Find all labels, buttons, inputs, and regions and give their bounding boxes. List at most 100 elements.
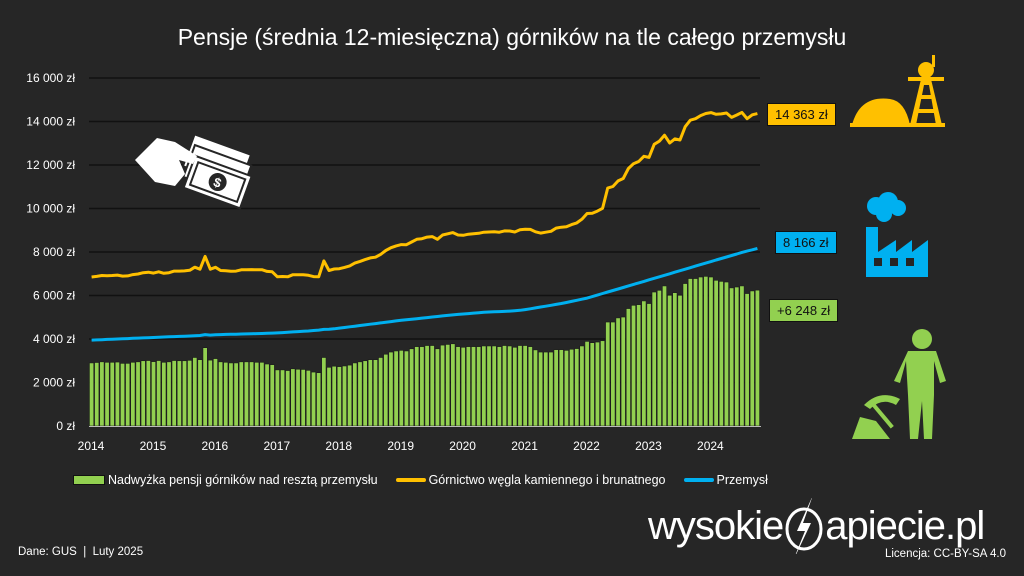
surplus-bar xyxy=(145,360,151,427)
surplus-bar xyxy=(403,350,409,427)
surplus-bar xyxy=(233,362,239,427)
data-source: Dane: GUS | Luty 2025 xyxy=(18,546,144,558)
x-tick-label: 2016 xyxy=(202,439,229,453)
y-tick-label: 14 000 zł xyxy=(26,115,75,129)
surplus-bar xyxy=(677,294,683,427)
surplus-bar xyxy=(316,372,322,427)
surplus-bar xyxy=(651,291,657,427)
x-tick-label: 2021 xyxy=(511,439,538,453)
surplus-bar xyxy=(455,346,461,427)
surplus-bar xyxy=(429,345,435,427)
surplus-bar xyxy=(574,348,580,427)
y-tick-label: 8 000 zł xyxy=(33,245,75,259)
surplus-bar xyxy=(532,349,538,427)
surplus-bar xyxy=(620,316,626,427)
surplus-bar xyxy=(362,360,368,427)
surplus-bar xyxy=(130,361,136,427)
chart-title: Pensje (średnia 12-miesięczna) górników … xyxy=(177,24,847,50)
surplus-bar xyxy=(269,364,275,427)
x-tick-label: 2023 xyxy=(635,439,662,453)
surplus-bar xyxy=(331,365,337,427)
x-tick-label: 2020 xyxy=(449,439,476,453)
legend-label-mining: Górnictwo węgla kamiennego i brunatnego xyxy=(428,473,666,487)
y-tick-label: 16 000 zł xyxy=(26,71,75,85)
surplus-bar xyxy=(254,361,260,427)
surplus-bar xyxy=(548,351,554,427)
industry-line xyxy=(91,246,758,342)
legend-swatch-surplus xyxy=(73,475,105,485)
surplus-bar xyxy=(125,363,131,427)
logo: wysokie apiecie.pl xyxy=(648,498,985,554)
surplus-bar xyxy=(156,360,162,427)
money-hand-icon: $ xyxy=(135,133,253,210)
logo-text-right: apiecie.pl xyxy=(825,503,985,548)
surplus-bar xyxy=(465,346,471,427)
surplus-bar xyxy=(512,346,518,427)
surplus-bar xyxy=(300,369,306,427)
x-tick-label: 2019 xyxy=(387,439,414,453)
y-tick-label: 12 000 zł xyxy=(26,158,75,172)
surplus-bar xyxy=(460,346,466,427)
legend-swatch-industry xyxy=(683,478,714,482)
surplus-bar xyxy=(507,345,513,427)
surplus-bar xyxy=(496,346,502,427)
surplus-bars xyxy=(89,276,760,427)
surplus-bar xyxy=(440,344,446,427)
surplus-bar xyxy=(166,361,172,427)
surplus-bar xyxy=(347,364,353,427)
surplus-bar xyxy=(646,303,652,427)
surplus-bar xyxy=(264,363,270,427)
lightning-bolt-icon xyxy=(785,498,823,554)
surplus-bar xyxy=(259,361,265,427)
surplus-bar xyxy=(687,278,693,427)
surplus-bar xyxy=(285,370,291,427)
surplus-bar xyxy=(187,360,193,427)
surplus-bar xyxy=(667,294,673,427)
license: Licencja: CC-BY-SA 4.0 xyxy=(884,548,1006,560)
surplus-bar xyxy=(486,345,492,427)
surplus-bar xyxy=(698,276,704,427)
x-axis-ticks: 2014 2015 2016 2017 2018 2019 2020 2021 2022 2023… xyxy=(78,439,724,453)
surplus-bar xyxy=(326,366,332,427)
surplus-bar xyxy=(342,365,347,427)
surplus-bar xyxy=(563,350,569,427)
industry-last-value-label: 8 166 zł xyxy=(775,231,837,254)
x-tick-label: 2014 xyxy=(78,439,105,453)
surplus-bar xyxy=(481,345,487,427)
surplus-bar xyxy=(182,360,187,427)
surplus-bar xyxy=(713,279,719,427)
surplus-bar xyxy=(197,359,203,427)
surplus-bar xyxy=(543,351,549,427)
factory-icon xyxy=(866,192,928,277)
y-tick-label: 4 000 zł xyxy=(33,332,75,346)
x-tick-label: 2015 xyxy=(140,439,167,453)
surplus-bar xyxy=(89,362,95,427)
surplus-bar xyxy=(723,281,729,427)
x-tick-label: 2022 xyxy=(573,439,600,453)
surplus-bar xyxy=(589,342,595,427)
surplus-bar xyxy=(274,369,280,427)
surplus-bar xyxy=(161,361,167,427)
surplus-bar xyxy=(729,287,735,427)
surplus-bar xyxy=(367,359,373,427)
surplus-bar xyxy=(372,359,378,427)
surplus-bar xyxy=(295,368,301,427)
surplus-bar xyxy=(109,361,115,427)
surplus-bar xyxy=(692,278,698,427)
surplus-bar xyxy=(378,357,384,427)
surplus-bar xyxy=(517,345,523,427)
surplus-bar xyxy=(734,286,740,427)
mining-line xyxy=(91,110,758,279)
surplus-bar xyxy=(605,321,611,427)
surplus-bar xyxy=(558,349,564,427)
legend-label-surplus: Nadwyżka pensji górników nad resztą prze… xyxy=(108,473,378,487)
surplus-bar xyxy=(610,321,616,427)
surplus-bar xyxy=(321,357,327,427)
surplus-bar xyxy=(151,361,156,427)
surplus-bar xyxy=(600,340,606,427)
surplus-bar xyxy=(754,289,760,427)
surplus-bar xyxy=(218,361,224,427)
surplus-bar xyxy=(662,285,667,427)
surplus-bar xyxy=(419,346,425,427)
